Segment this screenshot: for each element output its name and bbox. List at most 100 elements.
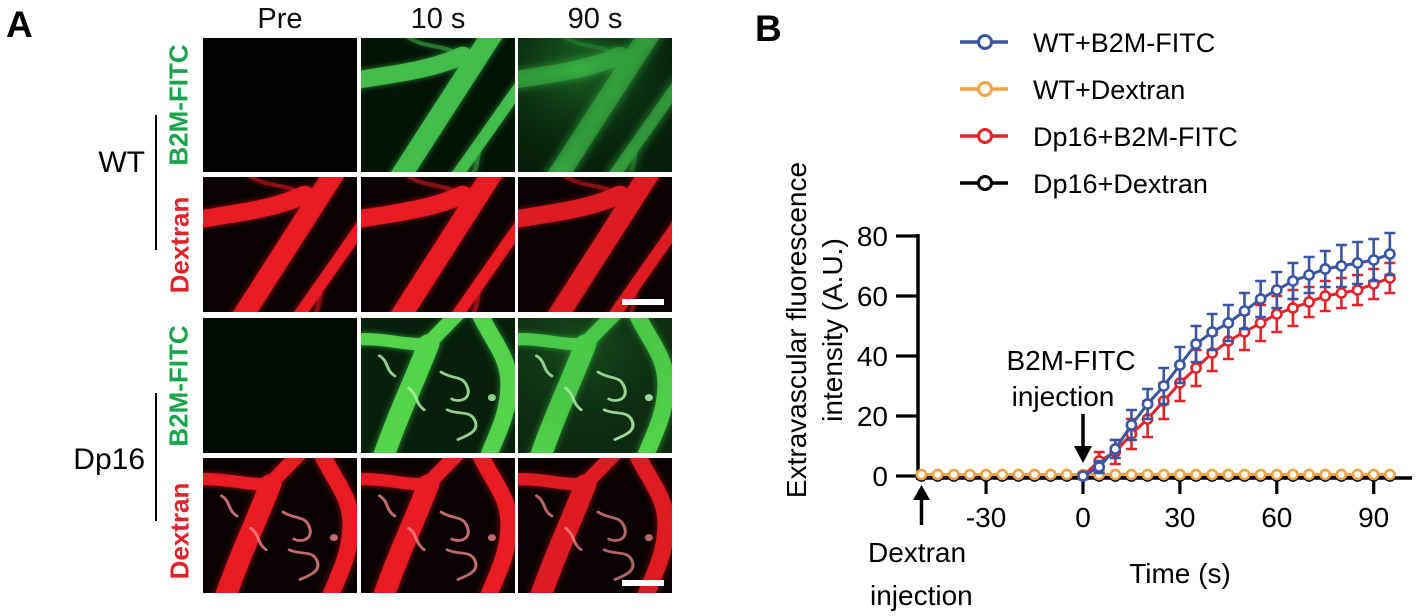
data-point (1270, 308, 1283, 320)
data-point (1109, 443, 1122, 455)
data-point (1303, 468, 1315, 481)
legend-marker-circle (977, 81, 993, 97)
y-tick-label: 20 (857, 401, 888, 432)
data-point (1173, 468, 1186, 481)
data-point (1287, 302, 1299, 314)
legend-entry: WT+B2M-FITC (960, 28, 1215, 58)
micrograph-dp16-b2m-90s (518, 318, 672, 453)
data-point (1351, 257, 1364, 269)
data-point (1141, 398, 1154, 410)
legend-marker-circle (977, 34, 993, 50)
annotation-text: injection (1012, 381, 1115, 412)
series-WT+B2M-FITC (1077, 231, 1396, 482)
data-point (996, 468, 1009, 481)
column-header-90s: 90 s (567, 3, 623, 35)
data-point (915, 468, 928, 481)
data-point (1157, 380, 1170, 392)
data-point (1319, 468, 1332, 481)
data-point (1319, 290, 1332, 302)
data-point (1383, 468, 1396, 481)
scale-bar (622, 299, 664, 305)
data-point (1287, 468, 1299, 481)
panel-b-label: B (755, 8, 782, 49)
data-point (1335, 287, 1348, 299)
up-arrow-icon (913, 485, 930, 500)
data-point (1335, 260, 1348, 272)
data-point (1367, 254, 1380, 266)
row-label-wt-b2m: B2M-FITC (164, 44, 195, 166)
data-point (947, 468, 960, 481)
data-point (1125, 468, 1138, 481)
group-label-wt: WT (98, 146, 145, 179)
series-WT+Dextran (915, 468, 1396, 481)
annotation-dextran-injection: Dextran injection (868, 485, 973, 611)
x-tick-label: 90 (1358, 502, 1389, 533)
data-point (1319, 263, 1332, 275)
micrograph-wt-dextran-pre (203, 177, 357, 312)
data-point (980, 468, 992, 481)
x-tick-label: 0 (1075, 502, 1091, 533)
data-point (1287, 275, 1299, 287)
y-tick-label: 0 (872, 461, 888, 492)
data-point (1254, 293, 1267, 305)
micrograph-wt-b2m-pre (203, 38, 357, 172)
legend-label: WT+B2M-FITC (1033, 28, 1215, 58)
y-axis-label: Extravascular fluorescence (781, 162, 812, 498)
data-point (1383, 248, 1396, 260)
column-header-pre: Pre (257, 3, 303, 35)
x-tick-label: 60 (1261, 502, 1292, 533)
data-point (1141, 468, 1154, 481)
micrograph-dp16-dextran-90s (518, 458, 672, 593)
data-point (1157, 468, 1170, 481)
legend-marker-circle (977, 175, 993, 191)
data-point (1254, 317, 1267, 329)
annotation-text: Dextran (868, 537, 966, 568)
data-point (1190, 468, 1202, 481)
data-point (1254, 468, 1267, 481)
down-arrow-icon (1074, 446, 1092, 463)
data-point (1303, 269, 1315, 281)
micrograph-wt-dextran-90s (518, 177, 672, 312)
row-label-wt-dextran: Dextran (164, 196, 195, 293)
data-point (1351, 284, 1364, 296)
data-point (1173, 359, 1186, 371)
legend-label: Dp16+B2M-FITC (1033, 122, 1238, 152)
y-tick-label: 80 (857, 221, 888, 252)
axes (916, 234, 1412, 480)
legend-entry: WT+Dextran (960, 75, 1185, 105)
data-point (1190, 338, 1202, 350)
data-point (964, 468, 976, 481)
data-point (1109, 468, 1122, 481)
timecourse-chart: 0 20 40 60 80 -30 0 30 60 90 Time (s) Extravascular… (781, 28, 1412, 611)
dp16-bracket-line (155, 393, 157, 521)
legend-entry: Dp16+Dextran (960, 169, 1208, 199)
data-point (1060, 468, 1073, 481)
micrograph-wt-dextran-10s (361, 177, 515, 312)
micrograph-dp16-dextran-pre (203, 458, 357, 593)
x-tick-label: -30 (966, 502, 1006, 533)
data-point (1238, 305, 1251, 317)
annotation-b2m-injection: B2M-FITC injection (1006, 345, 1136, 463)
data-point (1206, 468, 1219, 481)
micrograph-wt-b2m-90s (518, 38, 672, 172)
data-point (1222, 317, 1235, 329)
legend-label: WT+Dextran (1033, 75, 1185, 105)
micrograph-dp16-dextran-10s (361, 458, 515, 593)
data-point (1206, 326, 1219, 338)
x-tick-label: 30 (1164, 502, 1195, 533)
column-header-10s: 10 s (410, 3, 466, 35)
data-point (1077, 470, 1089, 482)
data-point (1044, 468, 1057, 481)
x-axis-label: Time (s) (1129, 558, 1231, 589)
data-point (1222, 468, 1235, 481)
data-point (931, 468, 944, 481)
micrograph-dp16-b2m-10s (361, 318, 515, 453)
data-point (1190, 362, 1202, 374)
y-tick-label: 60 (857, 281, 888, 312)
data-point (1270, 468, 1283, 481)
y-tick-label: 40 (857, 341, 888, 372)
row-label-dp16-b2m: B2M-FITC (164, 324, 195, 447)
annotation-text: injection (870, 580, 973, 611)
legend-label: Dp16+Dextran (1033, 169, 1208, 199)
row-label-dp16-dextran: Dextran (164, 482, 195, 579)
